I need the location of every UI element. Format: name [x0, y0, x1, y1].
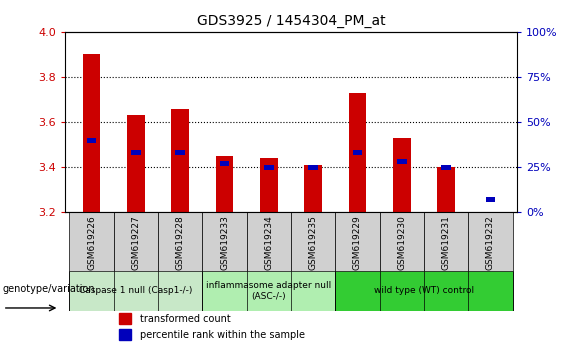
Bar [335, 271, 512, 310]
Text: inflammasome adapter null
(ASC-/-): inflammasome adapter null (ASC-/-) [206, 281, 332, 301]
Bar [69, 212, 114, 271]
Bar [353, 150, 362, 155]
Text: GSM619234: GSM619234 [264, 215, 273, 270]
Bar [127, 115, 145, 212]
Text: Caspase 1 null (Casp1-/-): Caspase 1 null (Casp1-/-) [79, 286, 193, 296]
Text: GSM619235: GSM619235 [308, 215, 318, 270]
Bar [380, 212, 424, 271]
Text: transformed count: transformed count [140, 314, 231, 324]
Text: GSM619226: GSM619226 [87, 215, 96, 270]
Bar [397, 159, 407, 164]
Bar [305, 165, 322, 212]
Text: percentile rank within the sample: percentile rank within the sample [140, 330, 305, 339]
Bar [260, 158, 277, 212]
Bar [308, 165, 318, 170]
Bar [69, 271, 202, 310]
Bar [119, 329, 131, 340]
Text: GSM619228: GSM619228 [176, 215, 185, 270]
Bar [114, 212, 158, 271]
Bar [216, 156, 233, 212]
Bar [393, 138, 411, 212]
Title: GDS3925 / 1454304_PM_at: GDS3925 / 1454304_PM_at [197, 14, 385, 28]
Bar [441, 165, 451, 170]
Bar [202, 212, 247, 271]
Bar [247, 212, 291, 271]
Text: GSM619231: GSM619231 [442, 215, 450, 270]
Bar [264, 165, 273, 170]
Bar [119, 313, 131, 324]
Text: GSM619227: GSM619227 [132, 215, 140, 270]
Bar [131, 150, 141, 155]
Bar [335, 212, 380, 271]
Bar [158, 212, 202, 271]
Bar [220, 161, 229, 166]
Text: GSM619230: GSM619230 [397, 215, 406, 270]
Bar [86, 138, 97, 143]
Bar [437, 167, 455, 212]
Text: GSM619229: GSM619229 [353, 215, 362, 270]
Bar [468, 212, 512, 271]
Bar [171, 109, 189, 212]
Bar [82, 55, 101, 212]
Bar [485, 197, 496, 202]
Bar [202, 271, 335, 310]
Text: genotype/variation: genotype/variation [3, 284, 95, 293]
Text: wild type (WT) control: wild type (WT) control [374, 286, 474, 296]
Text: GSM619233: GSM619233 [220, 215, 229, 270]
Text: GSM619232: GSM619232 [486, 215, 495, 270]
Bar [481, 212, 499, 215]
Bar [291, 212, 335, 271]
Bar [424, 212, 468, 271]
Bar [175, 150, 185, 155]
Bar [349, 93, 366, 212]
